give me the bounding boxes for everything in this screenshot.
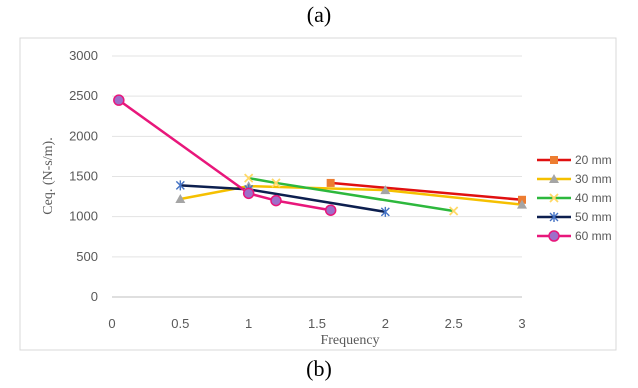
caption-top: (a)	[306, 2, 332, 27]
series-line-30-mm	[180, 184, 523, 206]
y-tick-labels: 0 500 1000 1500 2000 2500 3000	[69, 48, 98, 304]
legend-marker-50-mm	[549, 212, 559, 222]
point-30-mm-0	[175, 193, 186, 203]
point-20-mm-0	[326, 178, 335, 187]
legend-label-30-mm: 30 mm	[575, 172, 612, 186]
grid-lines	[112, 55, 522, 298]
y-tick-2000: 2000	[69, 128, 98, 143]
legend-label-50-mm: 50 mm	[575, 210, 612, 224]
chart-border	[19, 37, 617, 351]
legend-marker-20-mm	[550, 156, 558, 164]
x-tick-2: 2	[382, 316, 389, 331]
x-tick-labels: 0 0.5 1 1.5 2 2.5 3	[108, 316, 525, 331]
point-50-mm-2	[380, 206, 390, 217]
y-tick-1000: 1000	[69, 209, 98, 224]
x-tick-1: 1	[245, 316, 252, 331]
y-tick-0: 0	[91, 289, 98, 304]
point-30-mm-3	[517, 199, 527, 209]
point-60-mm-3	[324, 204, 337, 216]
point-40-mm-0	[244, 173, 254, 183]
legend: 20 mm 30 mm 40 mm 50 mm 60 mm	[537, 153, 612, 243]
x-tick-0.5: 0.5	[171, 316, 189, 331]
point-50-mm-0	[175, 180, 185, 191]
point-60-mm-2	[270, 194, 282, 207]
point-40-mm-1	[271, 178, 281, 188]
x-tick-3: 3	[518, 316, 525, 331]
legend-marker-60-mm	[548, 230, 560, 242]
point-60-mm-0	[113, 94, 125, 106]
caption-bottom: (b)	[306, 356, 332, 381]
y-tick-3000: 3000	[69, 48, 98, 63]
point-60-mm-1	[242, 187, 255, 200]
series-markers	[113, 94, 527, 217]
x-tick-1.5: 1.5	[308, 316, 326, 331]
y-axis-title: Ceq. (N-s/m).	[41, 137, 56, 214]
legend-label-20-mm: 20 mm	[575, 153, 612, 167]
x-axis-title: Frequency	[320, 333, 379, 348]
y-tick-1500: 1500	[69, 169, 98, 184]
legend-marker-40-mm	[549, 193, 559, 203]
series-line-20-mm	[330, 181, 523, 202]
legend-label-40-mm: 40 mm	[575, 191, 612, 205]
series-line-60-mm	[118, 99, 331, 212]
x-tick-2.5: 2.5	[445, 316, 463, 331]
legend-label-60-mm: 60 mm	[575, 229, 612, 243]
point-40-mm-2	[449, 206, 459, 216]
x-tick-0: 0	[108, 316, 115, 331]
legend-marker-30-mm	[549, 174, 559, 183]
y-tick-500: 500	[76, 249, 98, 264]
y-tick-2500: 2500	[69, 88, 98, 103]
point-30-mm-2	[380, 185, 391, 195]
